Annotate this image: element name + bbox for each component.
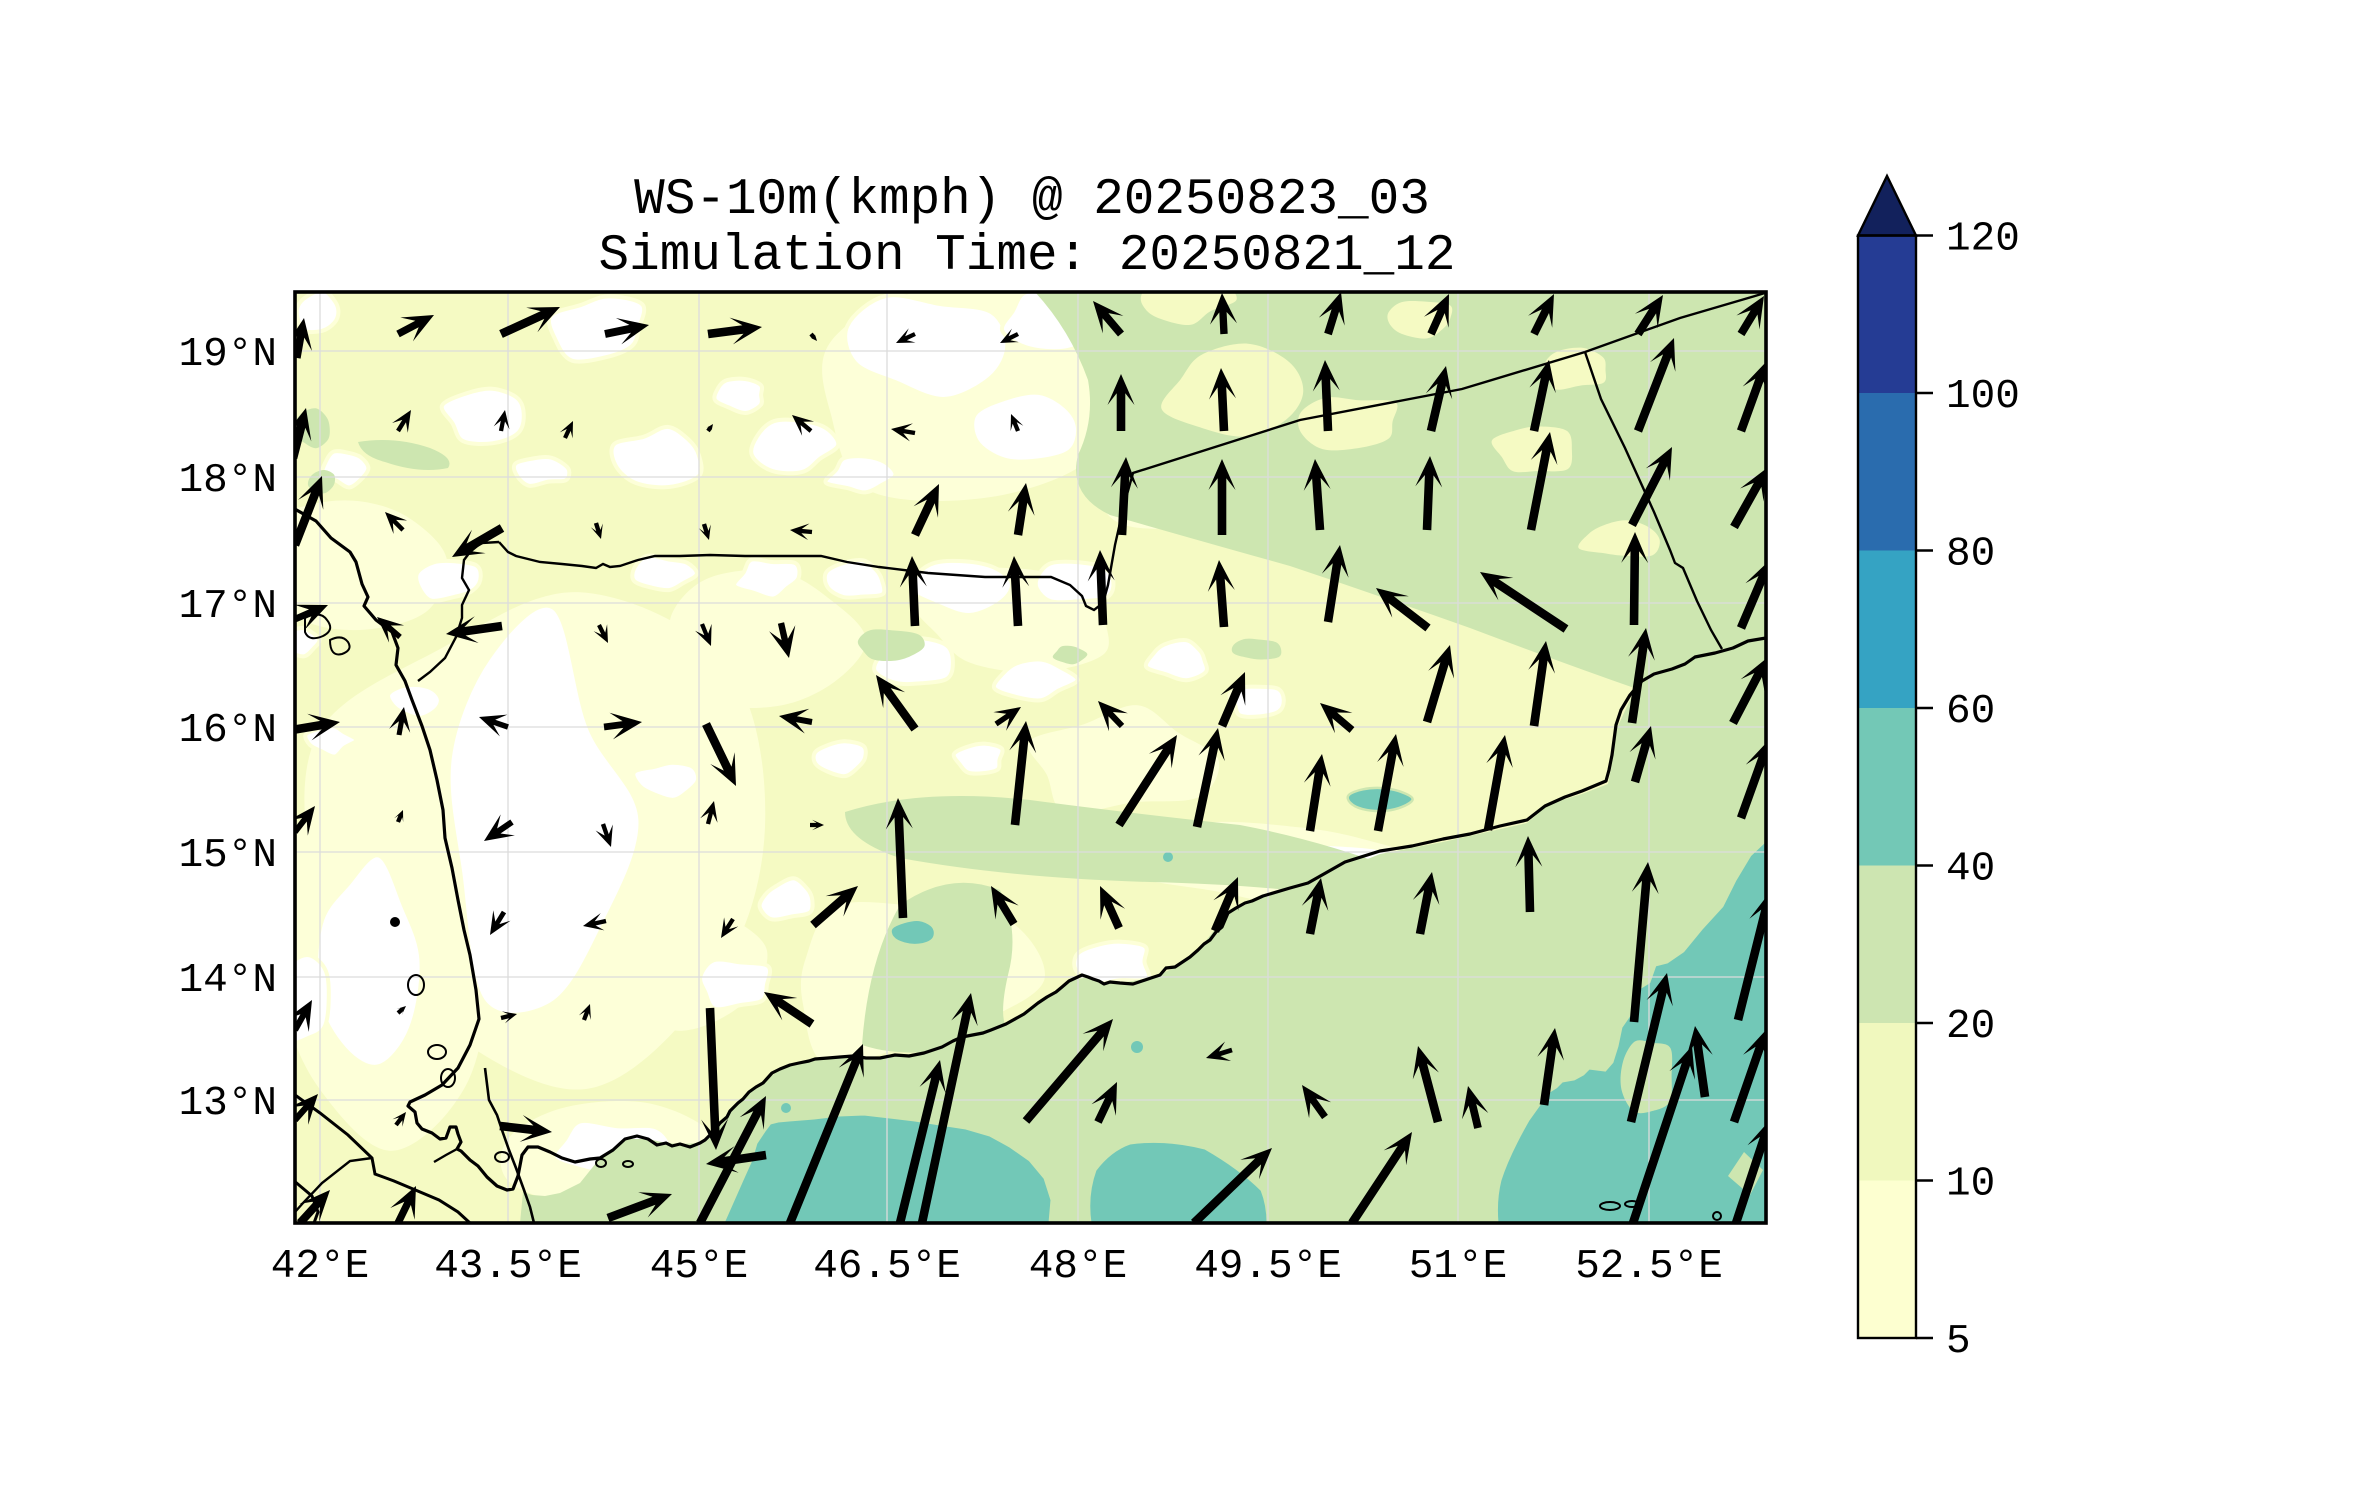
svg-text:48°E: 48°E — [1029, 1244, 1127, 1290]
svg-text:5: 5 — [1946, 1319, 1971, 1365]
svg-text:19°N: 19°N — [179, 332, 277, 378]
svg-text:40: 40 — [1946, 847, 1995, 893]
svg-text:Simulation Time: 20250821_12: Simulation Time: 20250821_12 — [599, 228, 1456, 285]
svg-text:13°N: 13°N — [179, 1081, 277, 1127]
svg-text:80: 80 — [1946, 532, 1995, 578]
svg-text:51°E: 51°E — [1409, 1244, 1507, 1290]
svg-text:17°N: 17°N — [179, 584, 277, 630]
svg-text:42°E: 42°E — [271, 1244, 369, 1290]
svg-text:10: 10 — [1946, 1162, 1995, 1208]
svg-text:49.5°E: 49.5°E — [1194, 1244, 1342, 1290]
svg-text:46.5°E: 46.5°E — [813, 1244, 961, 1290]
svg-text:14°N: 14°N — [179, 958, 277, 1004]
svg-text:120: 120 — [1946, 217, 2020, 263]
svg-text:43.5°E: 43.5°E — [434, 1244, 582, 1290]
svg-text:18°N: 18°N — [179, 458, 277, 504]
svg-text:20: 20 — [1946, 1004, 1995, 1050]
svg-text:100: 100 — [1946, 374, 2020, 420]
svg-text:60: 60 — [1946, 689, 1995, 735]
svg-text:52.5°E: 52.5°E — [1575, 1244, 1723, 1290]
svg-text:WS-10m(kmph) @ 20250823_03: WS-10m(kmph) @ 20250823_03 — [634, 172, 1430, 229]
svg-text:16°N: 16°N — [179, 708, 277, 754]
svg-text:15°N: 15°N — [179, 833, 277, 879]
svg-text:45°E: 45°E — [650, 1244, 748, 1290]
